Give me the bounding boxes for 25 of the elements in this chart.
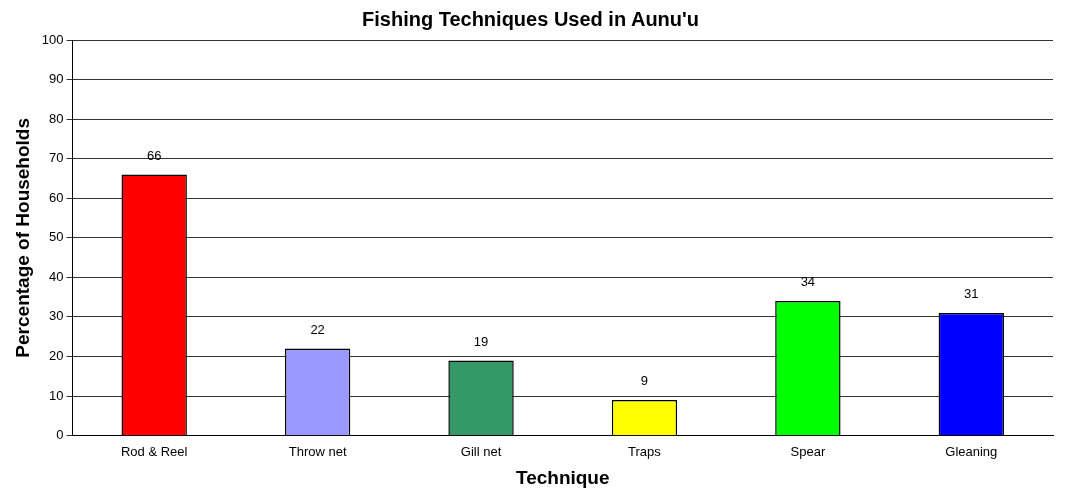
y-tick-label: 0 [56,427,64,443]
y-tick-label: 40 [49,268,64,284]
data-label: 9 [640,373,649,389]
y-axis-title: Percentage of Households [11,117,33,358]
x-tick-label: Gleaning [945,443,998,459]
x-axis-title: Technique [515,466,610,488]
x-tick-label: Gill net [460,443,502,459]
x-tick-label: Throw net [288,443,347,459]
data-label: 22 [310,321,325,337]
y-tick-label: 20 [49,348,64,364]
data-label: 31 [964,286,979,302]
chart-title: Fishing Techniques Used in Aunu'u [362,7,699,30]
x-tick-label: Traps [628,443,662,459]
y-tick-label: 100 [41,31,64,47]
data-label: 34 [800,274,816,290]
y-tick-label: 80 [49,110,64,126]
y-tick-label: 10 [49,387,64,403]
y-tick-label: 60 [49,189,64,205]
y-tick-label: 70 [49,150,64,166]
data-label: 19 [473,333,489,349]
x-tick-label: Rod & Reel [120,443,188,459]
y-tick-label: 50 [49,229,64,245]
x-tick-label: Spear [790,443,826,459]
y-tick-label: 30 [49,308,64,324]
y-tick-label: 90 [49,71,64,87]
